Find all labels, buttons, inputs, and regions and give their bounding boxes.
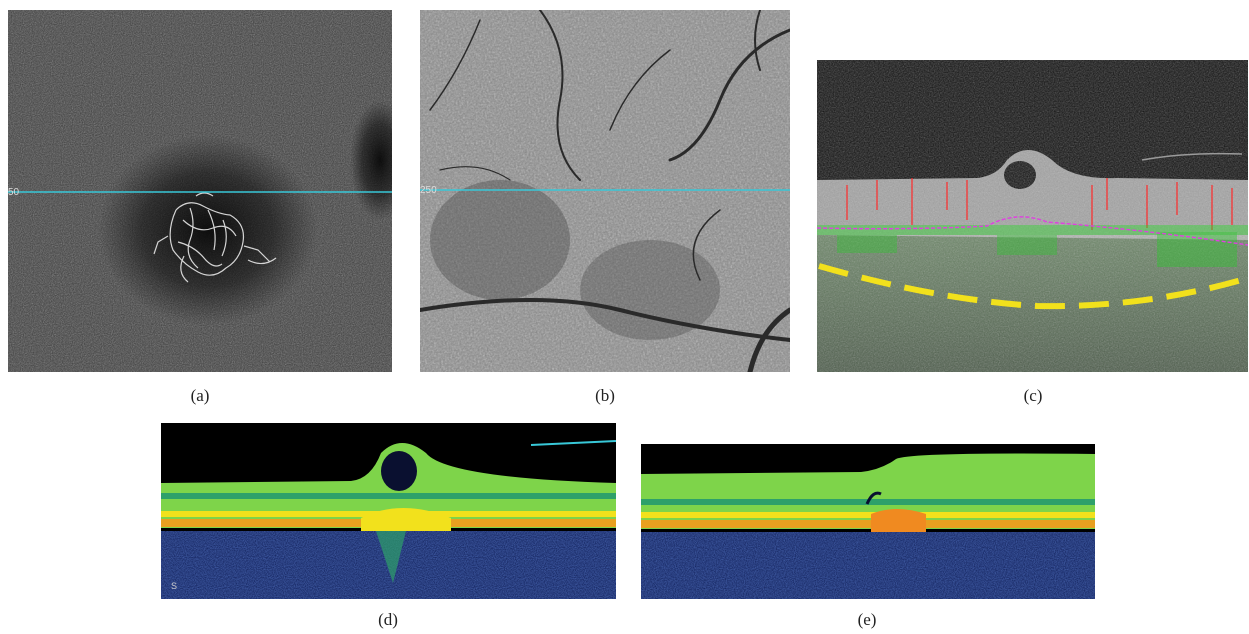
corner-mark: S [171,581,178,591]
scan-line-label: 50 [8,187,20,198]
panel-b-image: 250 [420,10,790,372]
panel-d-image: S [161,423,616,599]
caption-e: (e) [857,610,877,629]
scan-line-label: 250 [420,185,437,196]
panel-a-image: 50 [8,10,392,372]
flow-signal-green [817,225,1248,267]
caption-c: (c) [1023,386,1043,405]
caption-b: (b) [595,386,615,405]
segmentation-line [817,216,1248,246]
caption-a: (a) [190,386,210,405]
flow-signal-red [846,178,1233,230]
caption-d: (d) [378,610,398,629]
choroid-boundary-line [818,263,1248,310]
panel-e-image [641,444,1095,599]
cnv-vessel-network [153,192,277,283]
panel-c-image [817,60,1248,372]
retinal-vessels [420,10,790,372]
